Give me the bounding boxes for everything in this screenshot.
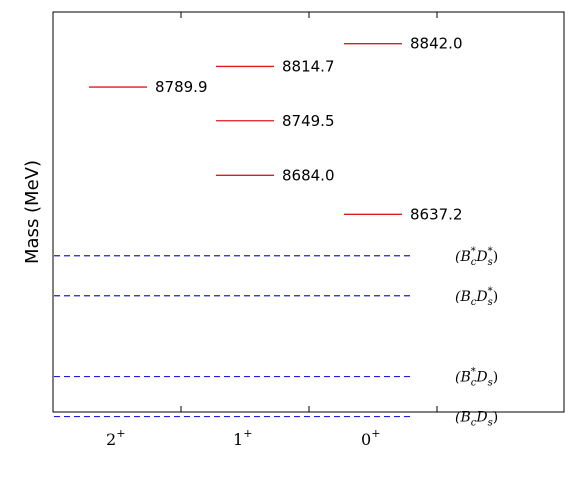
x-tick-label: 1+ — [233, 427, 252, 449]
mass-level-label: 8637.2 — [410, 205, 463, 223]
x-ticks — [180, 12, 438, 412]
threshold-label: (BcDs) — [455, 410, 498, 429]
mass-level-label: 8749.5 — [282, 112, 335, 130]
mass-levels: 8789.9 8814.7 8749.5 8684.0 8842.0 8637.2 — [89, 35, 463, 223]
y-axis-label: Mass (MeV) — [22, 160, 43, 264]
mass-level-label: 8814.7 — [282, 57, 335, 75]
x-tick-labels: 2+ 1+ 0+ — [106, 427, 380, 449]
threshold-label: (B* cD* s) — [455, 246, 498, 268]
x-tick-label: 2+ — [106, 427, 125, 449]
mass-level-label: 8789.9 — [155, 78, 208, 96]
mass-level-label: 8684.0 — [282, 166, 335, 184]
threshold-label: (B* cDs) — [455, 367, 498, 389]
threshold-lines: (B* cD* s) (BcD* s) (B* cDs) (BcDs) — [54, 246, 498, 429]
threshold-label: (BcD* s) — [455, 286, 498, 308]
mass-level-label: 8842.0 — [410, 35, 463, 53]
x-tick-label: 0+ — [361, 427, 380, 449]
